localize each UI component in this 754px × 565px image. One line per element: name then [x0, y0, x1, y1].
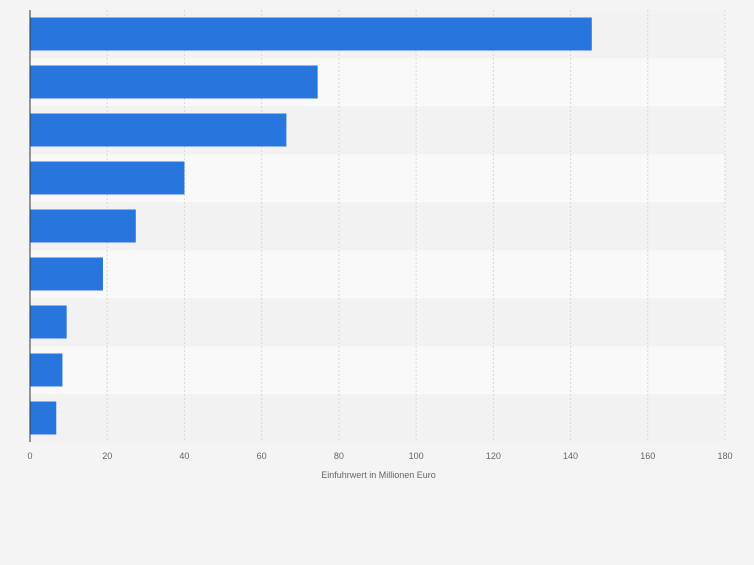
bar [30, 161, 185, 195]
row-band [30, 346, 725, 394]
x-tick-label: 20 [102, 451, 112, 461]
x-axis-label: Einfuhrwert in Millionen Euro [321, 470, 436, 480]
row-band [30, 394, 725, 442]
row-band [30, 250, 725, 298]
bar [30, 353, 63, 387]
x-tick-label: 100 [409, 451, 424, 461]
bar [30, 209, 136, 243]
row-bands [30, 10, 725, 442]
x-tick-label: 160 [640, 451, 655, 461]
bar [30, 17, 592, 51]
bar [30, 113, 287, 147]
x-tick-label: 180 [717, 451, 732, 461]
x-tick-label: 120 [486, 451, 501, 461]
bar [30, 305, 67, 339]
x-tick-labels: 0 20 40 60 80 100 120 140 160 180 [27, 451, 732, 461]
bar [30, 65, 318, 99]
bar [30, 401, 57, 435]
x-tick-label: 40 [179, 451, 189, 461]
bar [30, 257, 103, 291]
row-band [30, 202, 725, 250]
x-tick-label: 80 [334, 451, 344, 461]
row-band [30, 298, 725, 346]
x-tick-label: 140 [563, 451, 578, 461]
x-tick-label: 0 [27, 451, 32, 461]
bars [30, 17, 592, 435]
x-tick-label: 60 [257, 451, 267, 461]
